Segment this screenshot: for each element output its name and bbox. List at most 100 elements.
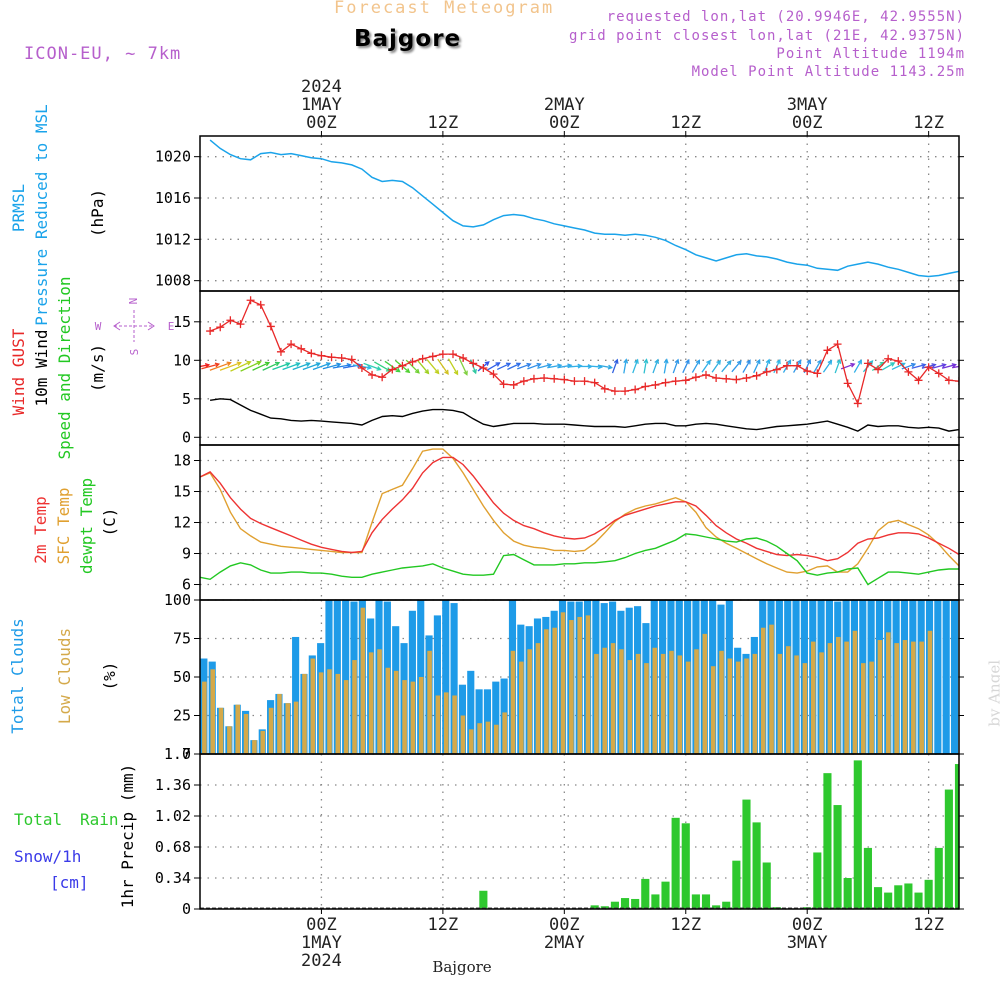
low-cloud-bar bbox=[835, 636, 841, 754]
gust-point bbox=[681, 376, 690, 385]
low-cloud-bar bbox=[519, 661, 524, 754]
gust-point bbox=[671, 377, 680, 386]
wind-arrow bbox=[292, 362, 310, 371]
gust-point bbox=[833, 340, 842, 349]
requested-coords: requested lon,lat (20.9946E, 42.9555N) bbox=[606, 9, 965, 25]
total-cloud-bar bbox=[934, 600, 942, 754]
gust-point bbox=[904, 367, 913, 376]
low-cloud-bar bbox=[610, 643, 616, 754]
gust-point bbox=[479, 364, 488, 372]
low-cloud-bar bbox=[302, 673, 307, 754]
low-cloud-bar bbox=[769, 624, 774, 754]
low-cloud-bar bbox=[752, 653, 758, 754]
wind-arrow bbox=[447, 358, 459, 375]
gust-point bbox=[388, 365, 397, 374]
low-cloud-bar bbox=[927, 630, 933, 754]
low-cloud-bar bbox=[911, 641, 916, 754]
wind-arrow-head bbox=[613, 358, 619, 364]
time-bottom-label: 12Z bbox=[428, 915, 459, 935]
gust-point bbox=[469, 359, 478, 368]
wind-panel: 0 5 10 15 bbox=[173, 291, 964, 446]
gust-point bbox=[287, 340, 296, 349]
gust-point bbox=[580, 377, 589, 386]
time-top-label: 2024 bbox=[301, 77, 342, 97]
precip-bar bbox=[712, 905, 721, 909]
low-cloud-bar bbox=[902, 640, 908, 754]
compass-n-label: N bbox=[127, 298, 140, 305]
wind-arrow-head bbox=[850, 362, 856, 368]
low-cloud-bar bbox=[677, 655, 683, 754]
low-cloud-bar bbox=[385, 667, 391, 754]
precip-bar bbox=[853, 760, 862, 909]
gust-label: Wind GUST bbox=[9, 328, 28, 415]
total-cloud-bar bbox=[450, 603, 458, 754]
wind-arrow-head bbox=[453, 370, 459, 376]
low-cloud-bar bbox=[560, 612, 566, 754]
low-cloud-bar bbox=[202, 681, 207, 754]
compass-w-label: W bbox=[95, 320, 102, 333]
gust-point bbox=[863, 359, 872, 368]
wind-arrow-head bbox=[663, 358, 669, 364]
wind-dir-label: Speed and Direction bbox=[55, 276, 74, 459]
precip-bar bbox=[954, 764, 959, 909]
low-cloud-bar bbox=[886, 632, 891, 754]
wind-arrow bbox=[209, 362, 231, 371]
wind-arrow-head bbox=[746, 359, 751, 365]
pressure-ytick-label: 1016 bbox=[155, 189, 191, 207]
wind-arrow-head bbox=[256, 360, 262, 366]
gust-point bbox=[651, 380, 660, 389]
gust-point bbox=[924, 363, 933, 372]
wind-arrow bbox=[763, 359, 770, 374]
gust-point bbox=[853, 399, 862, 408]
low-cloud-bar bbox=[477, 723, 482, 754]
precip-bar bbox=[590, 905, 599, 909]
pressure-ytick-label: 1012 bbox=[155, 230, 191, 248]
wind-arrow-head bbox=[695, 359, 701, 365]
precip-bar bbox=[823, 773, 832, 909]
gust-point bbox=[398, 361, 407, 370]
low-cloud-bar bbox=[310, 658, 316, 754]
total-cloud-bar bbox=[492, 681, 500, 754]
total-cloud-bar bbox=[342, 600, 350, 754]
compass-s-label: S bbox=[128, 349, 141, 356]
wind-arrow-head bbox=[685, 358, 690, 365]
precip-bar bbox=[681, 823, 690, 909]
wind-arrow-head bbox=[716, 359, 721, 365]
sfc-temp-label: SFC Temp bbox=[54, 487, 73, 564]
precip-bar bbox=[924, 879, 933, 909]
wind-arrow-head bbox=[295, 362, 301, 367]
wind-arrow bbox=[643, 359, 648, 374]
clouds-ytick-label: 75 bbox=[173, 630, 191, 648]
compass-e-label: E bbox=[168, 320, 175, 333]
wind-arrow-head bbox=[546, 363, 553, 368]
low-cloud-bar bbox=[844, 641, 849, 754]
low-cloud-bar bbox=[410, 681, 416, 754]
temperature-ytick-label: 18 bbox=[173, 452, 191, 470]
gust-point bbox=[570, 377, 579, 386]
low-cloud-bar bbox=[660, 653, 666, 754]
total-clouds-label: Total Clouds bbox=[8, 618, 27, 734]
clouds-ytick-label: 50 bbox=[173, 668, 191, 686]
low-cloud-bar bbox=[744, 658, 749, 754]
wind-arrow-head bbox=[857, 359, 862, 365]
series-gust-line bbox=[209, 299, 959, 406]
wind-arrow-head bbox=[726, 360, 732, 366]
pressure-panel: 1008 1012 1016 1020 bbox=[155, 136, 964, 291]
low-cloud-bar bbox=[285, 703, 291, 754]
wind-arrow-head bbox=[495, 362, 501, 367]
wind-arrow-head bbox=[315, 362, 322, 367]
gust-point bbox=[813, 369, 822, 378]
precip-bar bbox=[752, 822, 761, 909]
gust-point bbox=[327, 353, 336, 362]
temp-unit-label: (C) bbox=[100, 508, 119, 537]
gust-point bbox=[216, 323, 225, 332]
low-cloud-bar bbox=[794, 655, 799, 754]
precip-unit-label: 1hr Precip (mm) bbox=[118, 764, 137, 909]
low-cloud-bar bbox=[544, 629, 549, 754]
wind-arrow bbox=[941, 364, 956, 369]
wind-arrow bbox=[332, 364, 351, 369]
gust-point bbox=[894, 357, 903, 366]
gust-point bbox=[823, 346, 832, 355]
model-altitude: Model Point Altitude 1143.25m bbox=[691, 64, 965, 80]
low-cloud-bar bbox=[435, 695, 441, 754]
